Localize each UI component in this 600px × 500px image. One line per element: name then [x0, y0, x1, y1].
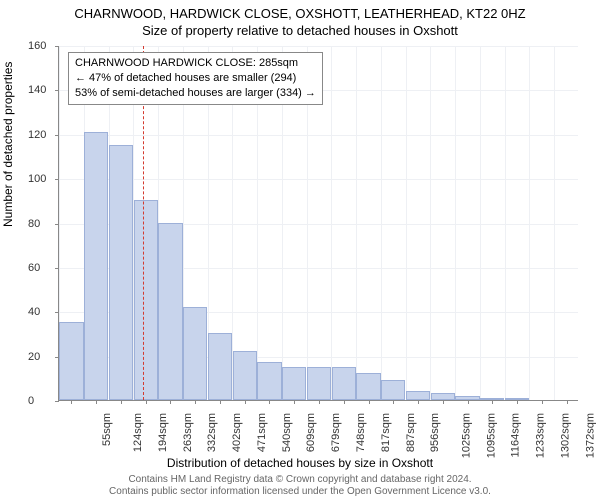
- x-tick-mark: [195, 400, 196, 404]
- gridline-v: [554, 46, 555, 400]
- x-tick-label: 55sqm: [101, 413, 113, 446]
- histogram-bar: [356, 373, 380, 400]
- x-tick-mark: [319, 400, 320, 404]
- footer: Contains HM Land Registry data © Crown c…: [0, 474, 600, 498]
- annotation-line3: 53% of semi-detached houses are larger (…: [75, 86, 316, 101]
- x-tick-mark: [393, 400, 394, 404]
- annotation-box: CHARNWOOD HARDWICK CLOSE: 285sqm ← 47% o…: [68, 52, 323, 105]
- x-tick-label: 332sqm: [207, 413, 219, 452]
- x-tick-label: 194sqm: [157, 413, 169, 452]
- x-tick-mark: [443, 400, 444, 404]
- x-tick-mark: [269, 400, 270, 404]
- x-tick-label: 956sqm: [429, 413, 441, 452]
- annotation-line2: ← 47% of detached houses are smaller (29…: [75, 71, 316, 86]
- gridline-h: [59, 179, 578, 180]
- annotation-line1: CHARNWOOD HARDWICK CLOSE: 285sqm: [75, 56, 316, 71]
- histogram-bar: [307, 367, 331, 400]
- histogram-bar: [282, 367, 306, 400]
- footer-line2: Contains public sector information licen…: [0, 486, 600, 498]
- histogram-bar: [332, 367, 356, 400]
- gridline-v: [406, 46, 407, 400]
- y-tick-label: 60: [28, 262, 52, 274]
- x-tick-mark: [369, 400, 370, 404]
- y-tick-label: 0: [28, 395, 52, 407]
- x-tick-mark: [567, 400, 568, 404]
- gridline-v: [331, 46, 332, 400]
- gridline-v: [480, 46, 481, 400]
- gridline-h: [59, 46, 578, 47]
- x-tick-mark: [542, 400, 543, 404]
- x-tick-label: 1233sqm: [535, 413, 547, 458]
- gridline-v: [455, 46, 456, 400]
- histogram-bar: [257, 362, 281, 400]
- x-tick-mark: [220, 400, 221, 404]
- histogram-bar: [59, 322, 83, 400]
- x-tick-mark: [294, 400, 295, 404]
- x-tick-mark: [245, 400, 246, 404]
- gridline-v: [430, 46, 431, 400]
- x-tick-label: 1164sqm: [509, 413, 521, 457]
- gridline-v: [356, 46, 357, 400]
- histogram-bar: [233, 351, 257, 400]
- x-tick-label: 540sqm: [281, 413, 293, 452]
- x-tick-label: 887sqm: [405, 413, 417, 452]
- x-tick-label: 402sqm: [231, 413, 243, 452]
- gridline-v: [505, 46, 506, 400]
- x-tick-label: 1025sqm: [460, 413, 472, 458]
- x-tick-label: 471sqm: [256, 413, 268, 452]
- histogram-bar: [381, 380, 405, 400]
- x-axis-label: Distribution of detached houses by size …: [0, 456, 600, 470]
- x-tick-mark: [517, 400, 518, 404]
- y-tick-mark: [55, 401, 59, 402]
- x-tick-mark: [71, 400, 72, 404]
- x-tick-label: 748sqm: [355, 413, 367, 452]
- x-tick-mark: [170, 400, 171, 404]
- title-sub: Size of property relative to detached ho…: [0, 21, 600, 38]
- histogram-bar: [183, 307, 207, 400]
- chart-container: CHARNWOOD, HARDWICK CLOSE, OXSHOTT, LEAT…: [0, 0, 600, 500]
- y-tick-label: 100: [28, 173, 52, 185]
- x-tick-label: 609sqm: [306, 413, 318, 452]
- title-main: CHARNWOOD, HARDWICK CLOSE, OXSHOTT, LEAT…: [0, 0, 600, 21]
- x-tick-label: 1095sqm: [485, 413, 497, 458]
- histogram-bar: [208, 333, 232, 400]
- histogram-bar: [406, 391, 430, 400]
- gridline-h: [59, 135, 578, 136]
- y-tick-label: 40: [28, 306, 52, 318]
- x-tick-label: 817sqm: [380, 413, 392, 452]
- y-tick-label: 20: [28, 351, 52, 363]
- gridline-v: [529, 46, 530, 400]
- x-tick-label: 124sqm: [132, 413, 144, 452]
- histogram-bar: [84, 132, 108, 400]
- x-tick-label: 1302sqm: [559, 413, 571, 458]
- y-tick-label: 80: [28, 218, 52, 230]
- x-tick-mark: [468, 400, 469, 404]
- y-tick-label: 120: [28, 129, 52, 141]
- footer-line1: Contains HM Land Registry data © Crown c…: [0, 474, 600, 486]
- y-tick-label: 140: [28, 84, 52, 96]
- y-axis-label: Number of detached properties: [1, 62, 15, 227]
- x-tick-label: 1372sqm: [584, 413, 596, 458]
- histogram-bar: [158, 223, 182, 401]
- x-tick-mark: [121, 400, 122, 404]
- x-tick-mark: [492, 400, 493, 404]
- histogram-bar: [431, 393, 455, 400]
- x-tick-mark: [418, 400, 419, 404]
- x-tick-label: 679sqm: [330, 413, 342, 452]
- histogram-bar: [109, 145, 133, 400]
- y-tick-label: 160: [28, 40, 52, 52]
- x-tick-label: 263sqm: [182, 413, 194, 452]
- gridline-v: [381, 46, 382, 400]
- x-tick-mark: [146, 400, 147, 404]
- histogram-bar: [134, 200, 158, 400]
- x-tick-mark: [344, 400, 345, 404]
- x-tick-mark: [96, 400, 97, 404]
